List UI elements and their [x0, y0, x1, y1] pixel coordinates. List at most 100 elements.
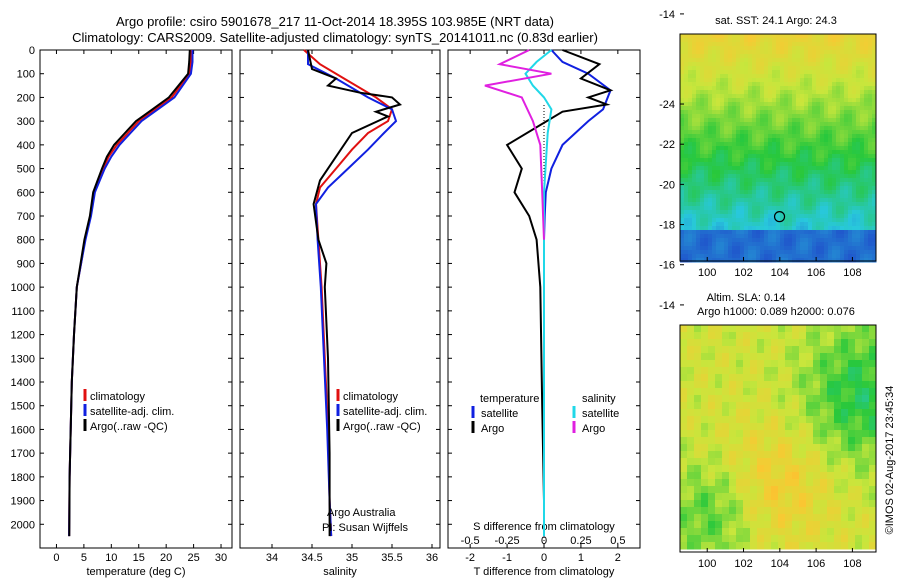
map-cell — [748, 218, 753, 223]
map-cell — [800, 98, 805, 103]
map-cell — [736, 134, 741, 139]
map-cell — [836, 66, 841, 71]
map-cell — [687, 430, 695, 438]
map-cell — [855, 451, 863, 459]
map-cell — [700, 78, 705, 83]
map-cell — [856, 234, 861, 239]
map-cell — [799, 437, 807, 445]
map-cell — [800, 234, 805, 239]
map-cell — [748, 186, 753, 191]
map-cell — [788, 258, 793, 263]
map-cell — [757, 339, 765, 347]
map-cell — [752, 102, 757, 107]
salinity-panel: 34 34.5 35 35.5 36salinityclimatologysatelli… — [239, 49, 441, 578]
map-cell — [768, 78, 773, 83]
map-cell — [834, 325, 842, 333]
map-cell — [813, 451, 821, 459]
map-cell — [756, 82, 761, 87]
map-cell — [748, 94, 753, 99]
map-cell — [841, 528, 849, 536]
map-cell — [852, 214, 857, 219]
map-cell — [740, 126, 745, 131]
map-cell — [748, 230, 753, 235]
map-cell — [800, 78, 805, 83]
map-cell — [836, 46, 841, 51]
map-cell — [732, 62, 737, 67]
map-cell — [712, 258, 717, 263]
map-cell — [844, 46, 849, 51]
map-cell — [852, 182, 857, 187]
map-cell — [736, 479, 744, 487]
map-cell — [792, 444, 800, 452]
map-cell — [722, 444, 730, 452]
x-tick-label: 5 — [81, 552, 87, 564]
map-cell — [740, 98, 745, 103]
map-cell — [862, 444, 870, 452]
map-cell — [760, 142, 765, 147]
map-cell — [852, 54, 857, 59]
map-cell — [820, 162, 825, 167]
map-cell — [855, 465, 863, 473]
map-cell — [752, 66, 757, 71]
map-cell — [701, 451, 709, 459]
map-cell — [812, 106, 817, 111]
map-cell — [696, 98, 701, 103]
map-cell — [756, 130, 761, 135]
map-cell — [780, 206, 785, 211]
map-cell — [820, 178, 825, 183]
map-cell — [684, 82, 689, 87]
map-cell — [687, 458, 695, 466]
map-cell — [756, 38, 761, 43]
y-tick-label: 1500 — [11, 401, 35, 413]
map-cell — [687, 332, 695, 340]
map-cell — [687, 528, 695, 536]
map-cell — [788, 146, 793, 151]
map-cell — [852, 62, 857, 67]
map-cell — [812, 218, 817, 223]
map-cell — [856, 250, 861, 255]
map-cell — [772, 86, 777, 91]
map-cell — [692, 242, 697, 247]
map-cell — [820, 70, 825, 75]
map-cell — [869, 332, 877, 340]
map-cell — [757, 423, 765, 431]
map-cell — [732, 242, 737, 247]
map-cell — [720, 166, 725, 171]
map-cell — [785, 479, 793, 487]
map-cell — [864, 150, 869, 155]
map-cell — [820, 114, 825, 119]
map-cell — [684, 214, 689, 219]
map-cell — [856, 78, 861, 83]
map-cell — [800, 54, 805, 59]
map-cell — [757, 500, 765, 508]
map-cell — [716, 206, 721, 211]
map-cell — [680, 58, 685, 63]
map-cell — [740, 170, 745, 175]
map-cell — [788, 230, 793, 235]
map-cell — [744, 78, 749, 83]
map-cell — [784, 186, 789, 191]
map-cell — [760, 146, 765, 151]
map-cell — [684, 62, 689, 67]
map-cell — [694, 500, 702, 508]
map-cell — [868, 34, 873, 39]
y-tick-label: 1700 — [11, 448, 35, 460]
map-cell — [720, 70, 725, 75]
map-cell — [752, 90, 757, 95]
map-cell — [844, 186, 849, 191]
map-cell — [828, 162, 833, 167]
map-cell — [848, 409, 856, 417]
map-cell — [856, 226, 861, 231]
map-cell — [696, 238, 701, 243]
map-cell — [748, 250, 753, 255]
map-cell — [832, 54, 837, 59]
map-cell — [862, 423, 870, 431]
y-tick-label: 2000 — [11, 519, 35, 531]
map-cell — [827, 514, 835, 522]
map-cell — [771, 500, 779, 508]
map-cell — [860, 182, 865, 187]
map-cell — [840, 142, 845, 147]
map-cell — [836, 42, 841, 47]
map-cell — [856, 190, 861, 195]
map-cell — [752, 150, 757, 155]
